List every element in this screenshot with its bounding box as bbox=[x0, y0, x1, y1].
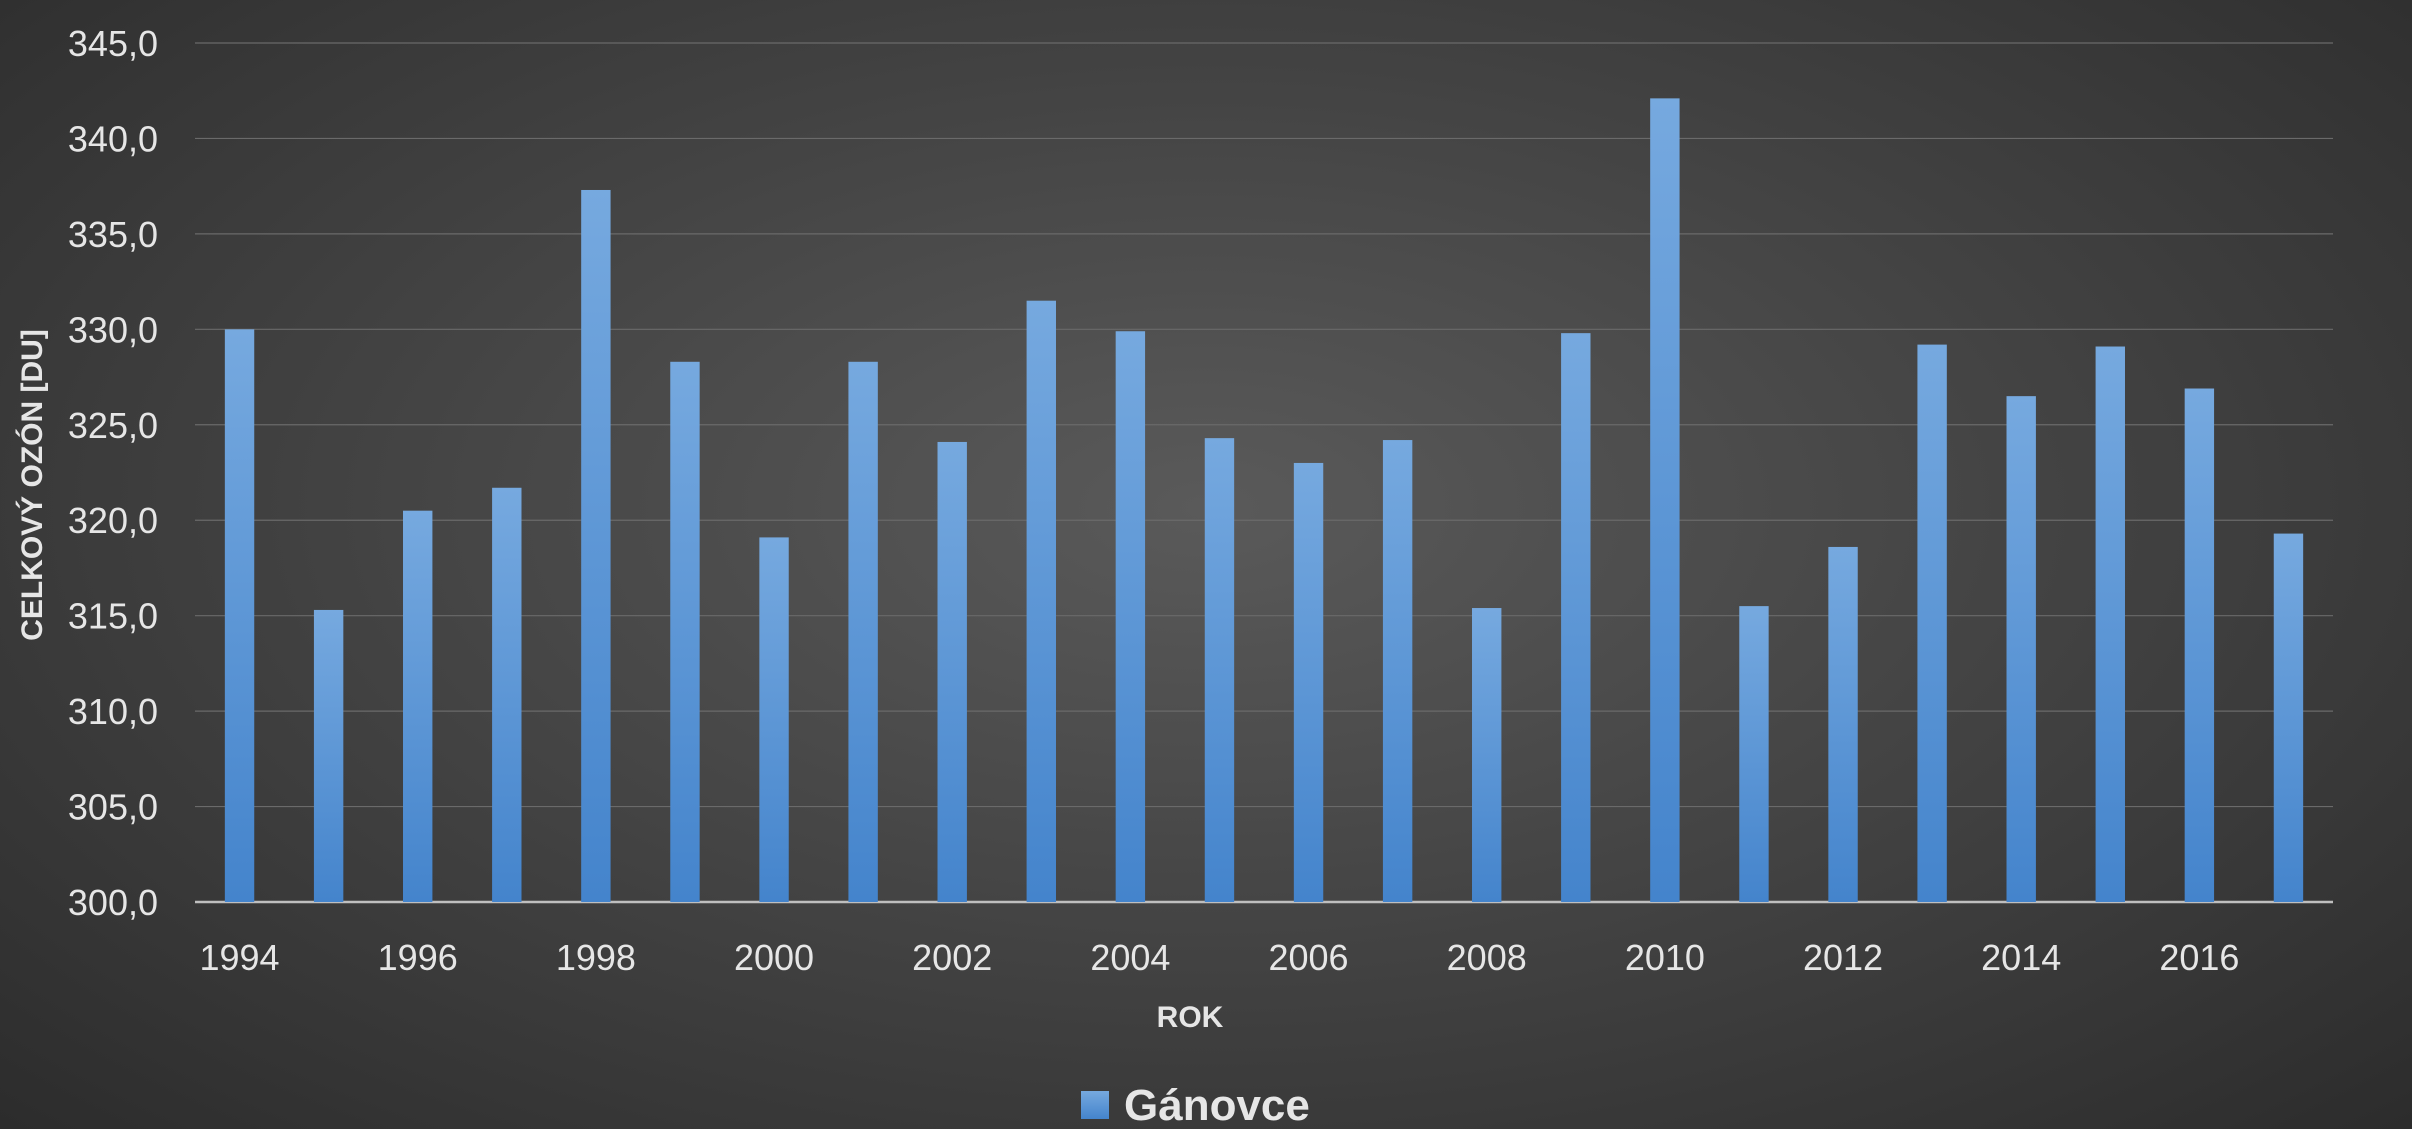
bar-2002 bbox=[937, 441, 967, 902]
bar-2001 bbox=[848, 361, 878, 903]
bar-2011 bbox=[1739, 606, 1769, 902]
bar-1995 bbox=[313, 609, 344, 902]
x-tick-label: 2012 bbox=[1803, 937, 1883, 978]
bar-2010 bbox=[1650, 98, 1680, 902]
y-tick-label: 310,0 bbox=[68, 691, 158, 732]
x-tick-label: 1994 bbox=[199, 937, 279, 978]
y-axis-title: CELKOVÝ OZÓN [DU] bbox=[15, 329, 49, 641]
bar-2008 bbox=[1472, 608, 1502, 902]
bar-2017 bbox=[2273, 533, 2304, 902]
legend-swatch bbox=[1081, 1091, 1109, 1119]
x-tick-label: 2006 bbox=[1268, 937, 1348, 978]
y-tick-label: 330,0 bbox=[68, 309, 158, 350]
bar-2007 bbox=[1382, 440, 1413, 902]
bar-2005 bbox=[1204, 438, 1235, 902]
y-tick-label: 320,0 bbox=[68, 500, 158, 541]
bars bbox=[224, 98, 2304, 903]
x-tick-label: 1998 bbox=[556, 937, 636, 978]
bar-2013 bbox=[1917, 344, 1947, 902]
legend: Gánovce bbox=[1081, 1081, 1310, 1129]
legend-label: Gánovce bbox=[1124, 1081, 1310, 1129]
y-tick-label: 315,0 bbox=[68, 596, 158, 637]
bar-1997 bbox=[492, 487, 522, 902]
bar-1999 bbox=[670, 361, 700, 903]
bar-2012 bbox=[1828, 546, 1858, 902]
x-tick-label: 2014 bbox=[1981, 937, 2061, 978]
bar-1998 bbox=[581, 189, 611, 903]
x-tick-labels: 1994 1996 1998 2000 2002 2004 2006 2008 2010 2012… bbox=[199, 937, 2239, 978]
x-tick-label: 2002 bbox=[912, 937, 992, 978]
y-tick-label: 300,0 bbox=[68, 882, 158, 923]
y-tick-label: 345,0 bbox=[68, 23, 158, 64]
x-tick-label: 2000 bbox=[734, 937, 814, 978]
bar-2016 bbox=[2184, 388, 2215, 902]
x-axis-title: ROK bbox=[1157, 1001, 1224, 1034]
y-tick-labels: 300,0 305,0 310,0 315,0 320,0 325,0 330,0 335,0… bbox=[68, 23, 158, 923]
y-tick-label: 305,0 bbox=[68, 787, 158, 828]
x-tick-label: 2010 bbox=[1625, 937, 1705, 978]
bar-2003 bbox=[1026, 300, 1056, 902]
bar-2004 bbox=[1115, 331, 1146, 903]
bar-2006 bbox=[1293, 462, 1324, 902]
bar-2009 bbox=[1561, 333, 1591, 902]
bar-1996 bbox=[403, 510, 433, 902]
y-tick-label: 335,0 bbox=[68, 214, 158, 255]
bar-2000 bbox=[759, 537, 789, 902]
bar-2014 bbox=[2006, 396, 2036, 902]
x-tick-label: 2004 bbox=[1090, 937, 1170, 978]
y-tick-label: 325,0 bbox=[68, 405, 158, 446]
bar-1994 bbox=[224, 329, 255, 902]
x-tick-label: 2016 bbox=[2159, 937, 2239, 978]
gridlines bbox=[195, 42, 2333, 904]
x-tick-label: 1996 bbox=[378, 937, 458, 978]
y-tick-label: 340,0 bbox=[68, 118, 158, 159]
bar-2015 bbox=[2095, 346, 2125, 903]
x-tick-label: 2008 bbox=[1447, 937, 1527, 978]
